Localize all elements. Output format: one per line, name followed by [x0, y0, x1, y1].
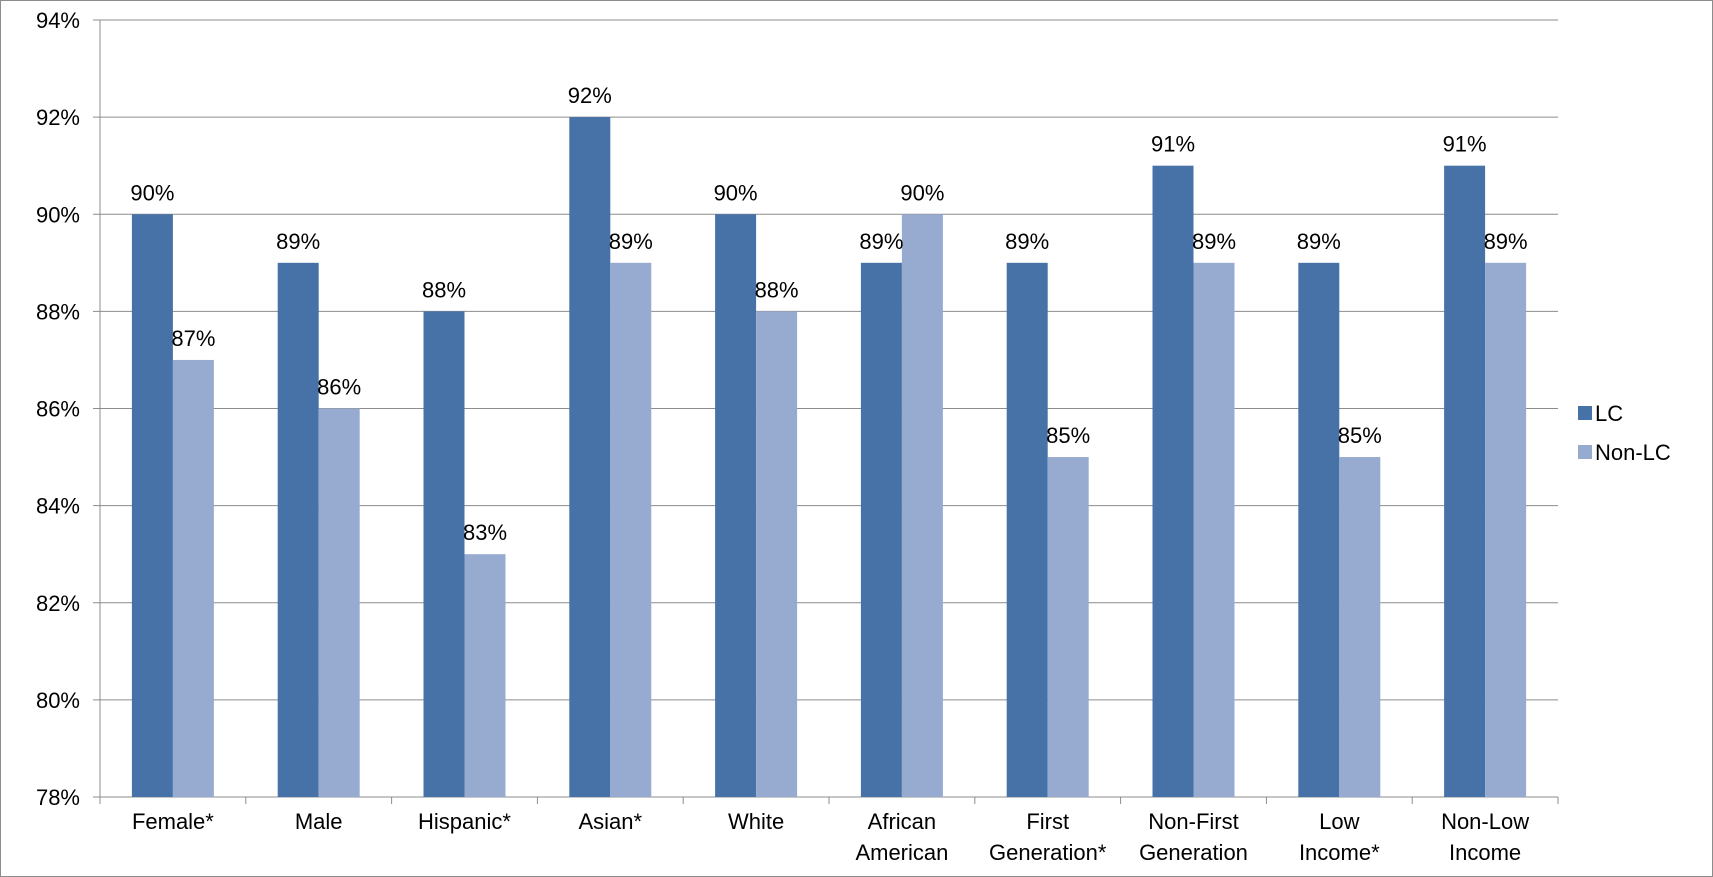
- data-label: 89%: [859, 229, 903, 254]
- data-label: 90%: [130, 180, 174, 205]
- bar-lc-2: [423, 311, 465, 797]
- x-tick-label-line: Generation: [1139, 840, 1248, 865]
- data-label: 91%: [1443, 132, 1487, 157]
- bar-non-lc-1: [318, 408, 360, 797]
- x-tick-label: Low Income*: [1299, 809, 1380, 865]
- x-tick-label-line: Low: [1319, 809, 1359, 834]
- data-label: 83%: [463, 520, 507, 545]
- bar-lc-7: [1152, 165, 1194, 797]
- bar-non-lc-8: [1339, 457, 1381, 797]
- data-label: 87%: [171, 326, 215, 351]
- y-tick-label: 86%: [36, 397, 80, 422]
- x-tick-label: Female*: [132, 809, 214, 834]
- data-label: 89%: [276, 229, 320, 254]
- bar-non-lc-4: [756, 311, 798, 797]
- bar-lc-5: [860, 262, 902, 797]
- bar-lc-8: [1298, 262, 1340, 797]
- data-label: 89%: [1484, 229, 1528, 254]
- x-tick-label-line: First: [1026, 809, 1069, 834]
- y-tick-label: 92%: [36, 105, 80, 130]
- x-tick-label: Hispanic*: [418, 809, 511, 834]
- y-tick-label: 78%: [36, 785, 80, 810]
- x-tick-label-line: American: [855, 840, 948, 865]
- x-tick-label: Non-First Generation: [1139, 809, 1248, 865]
- x-tick-label-line: Male: [295, 809, 343, 834]
- legend: LC Non-LC: [1578, 401, 1671, 465]
- legend-swatch: [1578, 445, 1592, 459]
- x-tick-label-line: Non-Low: [1441, 809, 1529, 834]
- legend-label: LC: [1595, 401, 1623, 426]
- y-tick-label: 84%: [36, 494, 80, 519]
- bar-series: [131, 117, 1527, 797]
- x-tick-label-line: Non-First: [1148, 809, 1238, 834]
- data-label: 85%: [1046, 423, 1090, 448]
- bar-non-lc-3: [610, 262, 652, 797]
- bar-lc-6: [1006, 262, 1048, 797]
- bar-non-lc-0: [172, 359, 214, 797]
- bar-lc-9: [1444, 165, 1486, 797]
- x-tick-label: Male: [295, 809, 343, 834]
- y-tick-label: 90%: [36, 202, 80, 227]
- x-tick-label: White: [728, 809, 784, 834]
- data-label: 86%: [317, 375, 361, 400]
- data-label: 88%: [422, 277, 466, 302]
- x-tick-label: Non-Low Income: [1441, 809, 1529, 865]
- x-tick-label: Asian*: [579, 809, 643, 834]
- data-label: 88%: [755, 277, 799, 302]
- x-tick-label-line: Asian*: [579, 809, 643, 834]
- data-label: 89%: [1297, 229, 1341, 254]
- bar-non-lc-7: [1193, 262, 1235, 797]
- bar-lc-1: [277, 262, 319, 797]
- x-tick-label-line: Income*: [1299, 840, 1380, 865]
- data-label: 85%: [1338, 423, 1382, 448]
- bar-lc-4: [715, 214, 757, 797]
- data-label: 89%: [609, 229, 653, 254]
- x-tick-label-line: Female*: [132, 809, 214, 834]
- data-labels: 90% 87% 89% 86% 88% 83% 92% 89% 90% 88% 89% 90% 89% 8…: [130, 83, 1527, 545]
- x-tick-label: African American: [855, 809, 948, 865]
- x-tick-label-line: Hispanic*: [418, 809, 511, 834]
- legend-label: Non-LC: [1595, 440, 1671, 465]
- data-label: 89%: [1005, 229, 1049, 254]
- y-tick-label: 88%: [36, 299, 80, 324]
- bar-lc-0: [131, 214, 173, 797]
- bar-non-lc-5: [901, 214, 943, 797]
- bar-non-lc-2: [464, 554, 506, 797]
- data-label: 89%: [1192, 229, 1236, 254]
- y-tick-label: 82%: [36, 591, 80, 616]
- bar-non-lc-9: [1485, 262, 1527, 797]
- data-label: 92%: [568, 83, 612, 108]
- bar-lc-3: [569, 117, 611, 797]
- data-label: 91%: [1151, 132, 1195, 157]
- data-label: 90%: [714, 180, 758, 205]
- y-axis: 78% 80% 82% 84% 86% 88% 90% 92% 94%: [36, 8, 101, 810]
- legend-swatch: [1578, 406, 1592, 420]
- x-tick-label-line: African: [868, 809, 936, 834]
- bar-non-lc-6: [1047, 457, 1089, 797]
- y-tick-label: 94%: [36, 8, 80, 33]
- data-label: 90%: [900, 180, 944, 205]
- x-tick-label-line: White: [728, 809, 784, 834]
- x-tick-label: First Generation*: [989, 809, 1107, 865]
- x-tick-label-line: Income: [1449, 840, 1521, 865]
- x-axis: Female* Male Hispanic* Asian* White African Am…: [99, 796, 1559, 865]
- x-tick-label-line: Generation*: [989, 840, 1107, 865]
- y-tick-label: 80%: [36, 688, 80, 713]
